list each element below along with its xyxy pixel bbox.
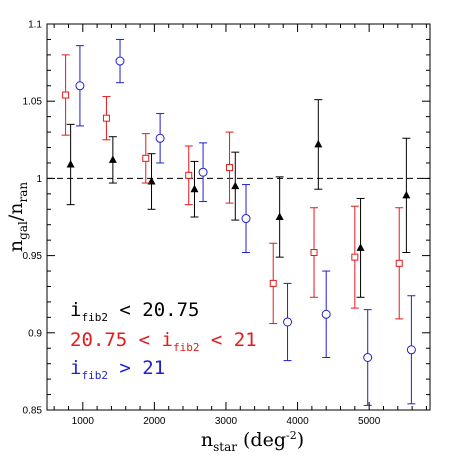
data-point: [363, 353, 373, 363]
data-point: [155, 133, 165, 143]
x-axis-label: nstar (deg-2): [201, 429, 304, 454]
data-point: [102, 114, 110, 122]
data-point: [115, 56, 125, 66]
legend-entry-1: 20.75 < ifib2 < 21: [70, 329, 257, 354]
data-point: [351, 253, 359, 261]
y-tick-label: 1.05: [23, 97, 43, 108]
data-point: [269, 279, 277, 287]
data-point: [406, 345, 416, 355]
data-point: [231, 181, 240, 190]
data-point: [75, 81, 85, 91]
data-point: [241, 214, 251, 224]
x-tick-label: 5000: [358, 416, 381, 427]
data-point: [275, 212, 284, 220]
y-tick-label: 1.1: [28, 20, 42, 31]
data-point: [142, 154, 150, 162]
y-tick-label: 0.9: [28, 328, 42, 339]
x-tick-label: 1000: [72, 416, 95, 427]
legend-entry-0: ifib2 < 20.75: [70, 299, 199, 324]
data-point: [62, 91, 70, 99]
y-tick-label: 0.95: [23, 251, 43, 262]
data-point: [314, 139, 323, 148]
data-point: [356, 243, 365, 251]
axes: 1000 2000 3000 4000 5000 0.85 0.9 0.95 1 1.05 1.1: [23, 20, 431, 427]
data-point: [395, 259, 403, 267]
data-point: [190, 184, 199, 193]
axis-labels: nstar (deg-2) ngal/nran: [5, 182, 304, 454]
y-tick-label: 0.85: [23, 406, 43, 417]
legend-entry-2: ifib2 > 21: [70, 357, 165, 382]
data-point: [198, 167, 208, 177]
data-point: [321, 309, 331, 319]
data-point: [108, 155, 117, 163]
x-tick-label: 4000: [286, 416, 309, 427]
series-layer: [61, 38, 416, 406]
data-point: [310, 249, 318, 257]
data-point: [402, 190, 411, 199]
y-axis-label: ngal/nran: [5, 182, 30, 252]
x-tick-label: 2000: [143, 416, 166, 427]
plot-frame: [46, 23, 431, 411]
data-point: [226, 164, 234, 172]
series-2: [75, 38, 416, 406]
data-point: [66, 160, 75, 168]
series-1: [61, 54, 404, 325]
data-point: [283, 317, 293, 327]
data-point: [185, 171, 193, 179]
legend: ifib2 < 20.75 20.75 < ifib2 < 21 ifib2 > 2…: [70, 299, 257, 382]
x-tick-label: 3000: [215, 416, 238, 427]
y-tick-label: 1: [36, 174, 42, 185]
